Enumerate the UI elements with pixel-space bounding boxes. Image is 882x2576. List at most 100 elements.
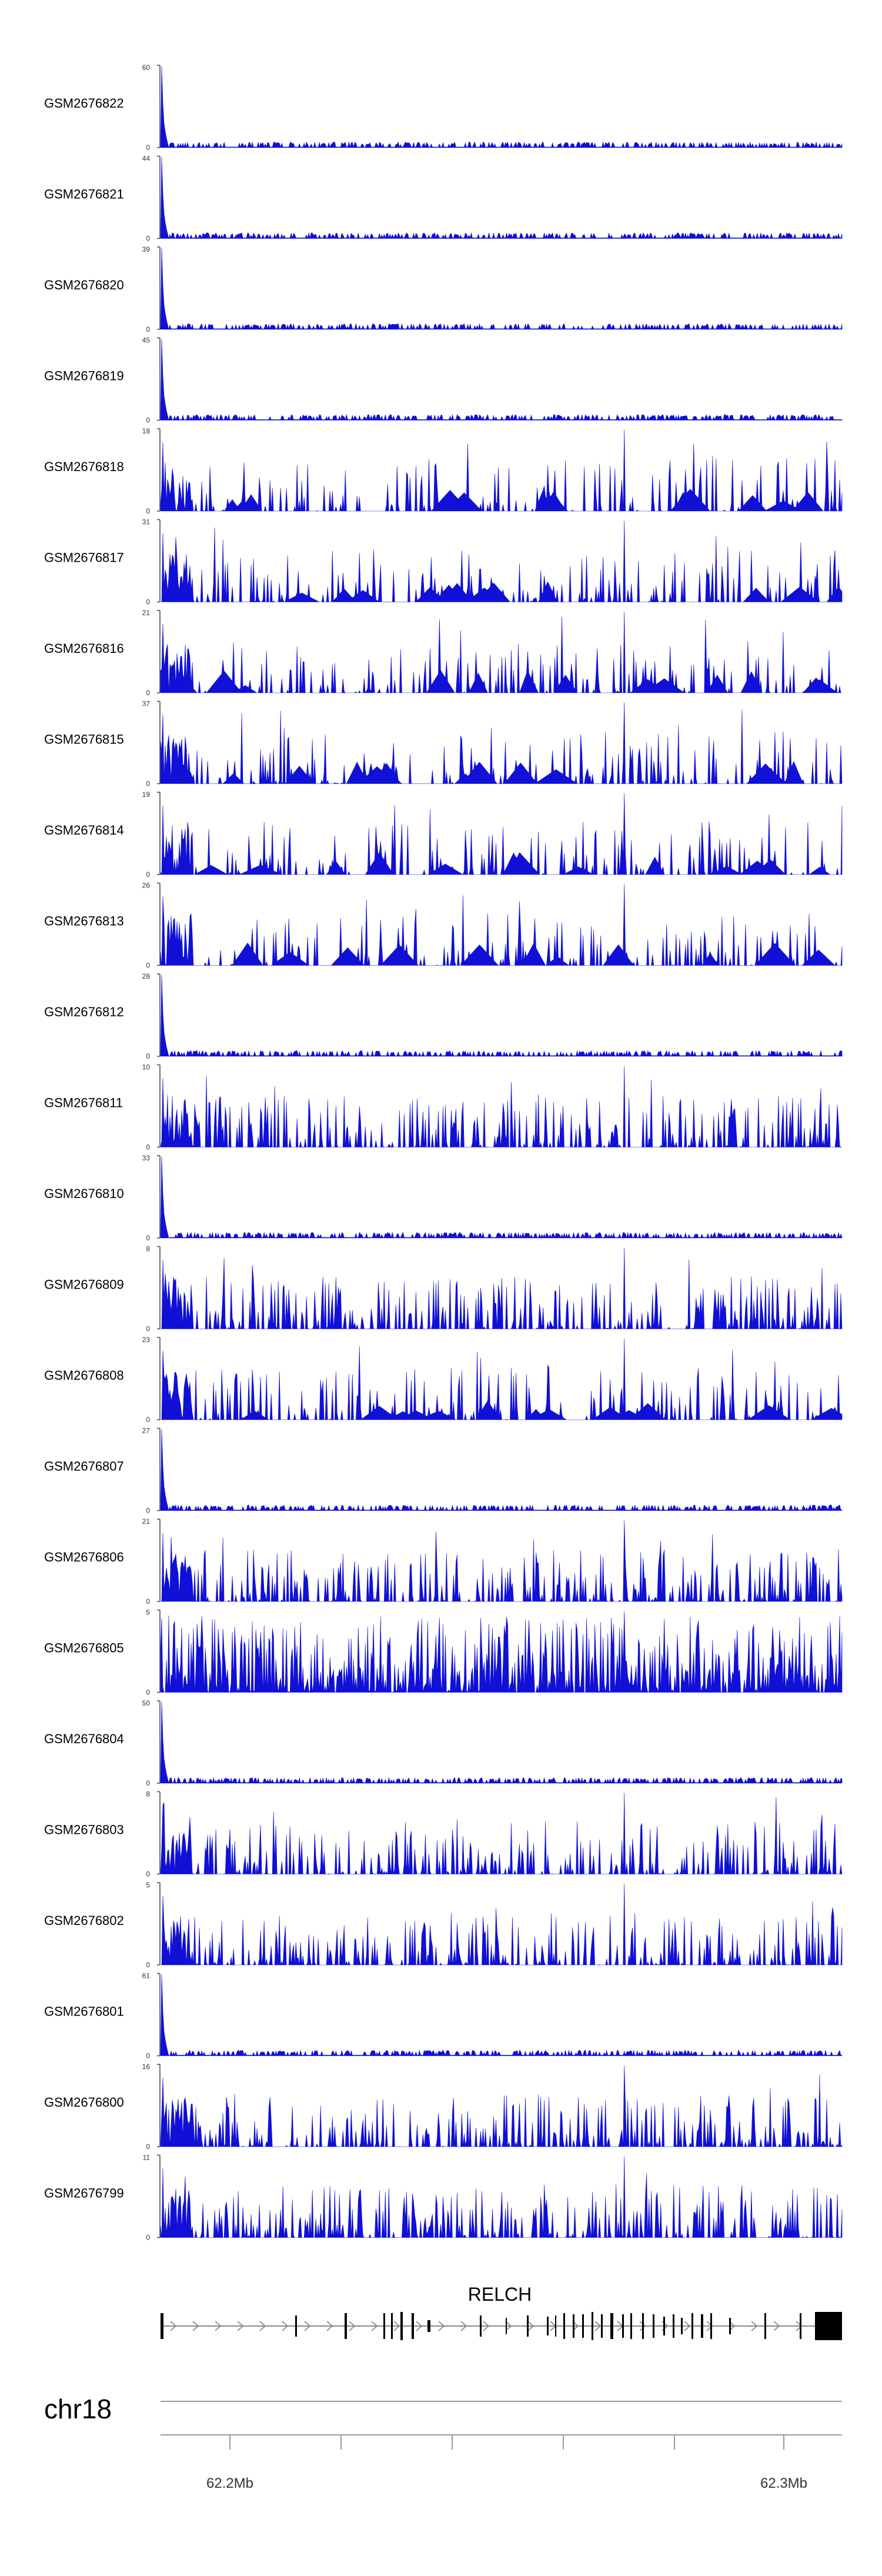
genomic-axis: 62.2Mb 62.3Mb [161,2434,842,2491]
track-ymax: 21 [142,1517,151,1526]
track-name: GSM2676822 [44,96,124,111]
coverage-area [160,1520,843,1603]
strand-arrow [282,2321,289,2331]
track-name: GSM2676813 [44,914,124,929]
axis-tick-label: 62.2Mb [206,2475,253,2491]
track-ymax: 11 [143,2154,151,2162]
track-ymax: 61 [142,1972,151,1980]
track-GSM2676817: GSM2676817 31 0 [44,518,843,606]
coverage-area [161,520,843,603]
track-ymin: 0 [146,144,150,152]
strand-arrow [684,2321,691,2331]
track-ymin: 0 [146,507,150,515]
gene-track: RELCH [161,2284,842,2340]
gene-label: RELCH [468,2284,532,2305]
track-GSM2676799: GSM2676799 11 0 [44,2154,843,2242]
exon [592,2312,593,2340]
exon [729,2318,731,2334]
track-name: GSM2676819 [44,369,124,383]
track-name: GSM2676814 [44,823,124,837]
track-name: GSM2676809 [44,1277,124,1292]
strand-arrow [438,2321,445,2331]
track-name: GSM2676801 [44,2004,124,2019]
exon [427,2320,430,2332]
track-name: GSM2676816 [44,641,124,656]
track-GSM2676822: GSM2676822 60 0 [44,64,843,152]
track-name: GSM2676804 [44,1731,124,1746]
coverage-tracks: GSM2676822600GSM2676821440GSM2676820390G… [44,64,843,2242]
strand-arrow [416,2321,423,2331]
strand-arrow [483,2321,490,2331]
track-name: GSM2676803 [44,1823,124,1837]
track-ymin: 0 [146,2052,150,2060]
track-ymax: 26 [142,882,151,890]
track-name: GSM2676815 [44,732,124,747]
track-name: GSM2676806 [44,1550,124,1564]
track-ymax: 16 [142,2063,151,2071]
exon [653,2314,654,2338]
track-name: GSM2676799 [44,2186,124,2201]
track-GSM2676807: GSM2676807 27 0 [44,1427,843,1515]
coverage-area [160,1429,843,1511]
track-ymax: 31 [142,518,151,526]
track-name: GSM2676821 [44,187,124,202]
coverage-area [160,975,843,1057]
track-ymax: 44 [142,155,151,163]
track-ymin: 0 [146,416,150,425]
coverage-area [160,339,843,421]
strand-arrow [304,2321,311,2331]
track-ymin: 0 [146,1597,150,1606]
track-name: GSM2676810 [44,1186,124,1201]
exon [691,2313,693,2339]
strand-arrow [393,2321,400,2331]
coverage-area [160,793,843,876]
track-GSM2676809: GSM2676809 8 0 [44,1245,843,1333]
track-ymin: 0 [146,780,150,788]
coverage-area [161,1883,843,1966]
coverage-area [160,702,843,785]
strand-arrow [237,2321,244,2331]
exon [555,2315,556,2337]
track-GSM2676803: GSM2676803 8 0 [44,1790,843,1878]
chromosome-track: chr18 [44,2394,842,2424]
coverage-area [160,2065,843,2148]
coverage-area [160,157,843,239]
exon [701,2314,703,2338]
exon [800,2313,801,2339]
track-ymin: 0 [146,870,150,879]
exon [412,2313,414,2339]
exon [681,2318,683,2334]
track-ymin: 0 [146,598,150,606]
track-ymax: 60 [142,64,151,72]
track-GSM2676801: GSM2676801 61 0 [44,1972,843,2060]
track-ymax: 50 [142,1699,151,1707]
coverage-area [160,1066,842,1148]
track-ymin: 0 [146,1143,150,1152]
track-ymin: 0 [146,1325,150,1333]
track-name: GSM2676820 [44,278,124,292]
exon [622,2314,624,2338]
track-ymax: 27 [142,1427,151,1435]
track-GSM2676811: GSM2676811 10 0 [44,1063,842,1152]
track-ymax: 21 [142,609,151,617]
track-GSM2676815: GSM2676815 37 0 [44,700,843,788]
track-GSM2676804: GSM2676804 50 0 [44,1699,843,1787]
track-GSM2676819: GSM2676819 45 0 [44,336,843,425]
exon [527,2315,529,2337]
track-GSM2676816: GSM2676816 21 0 [44,609,842,697]
track-ymin: 0 [146,1416,150,1424]
coverage-area [160,884,843,966]
exon [506,2318,507,2334]
axis-ticks [229,2435,784,2450]
coverage-area [161,1338,843,1420]
exon [764,2313,766,2339]
strand-arrow [773,2321,780,2331]
exon [642,2313,644,2339]
track-name: GSM2676818 [44,459,124,474]
strand-arrow [639,2321,646,2331]
track-name: GSM2676802 [44,1913,124,1928]
track-GSM2676820: GSM2676820 39 0 [44,245,843,333]
coverage-area [160,611,842,693]
exon [547,2317,549,2335]
strand-arrow [170,2321,177,2331]
